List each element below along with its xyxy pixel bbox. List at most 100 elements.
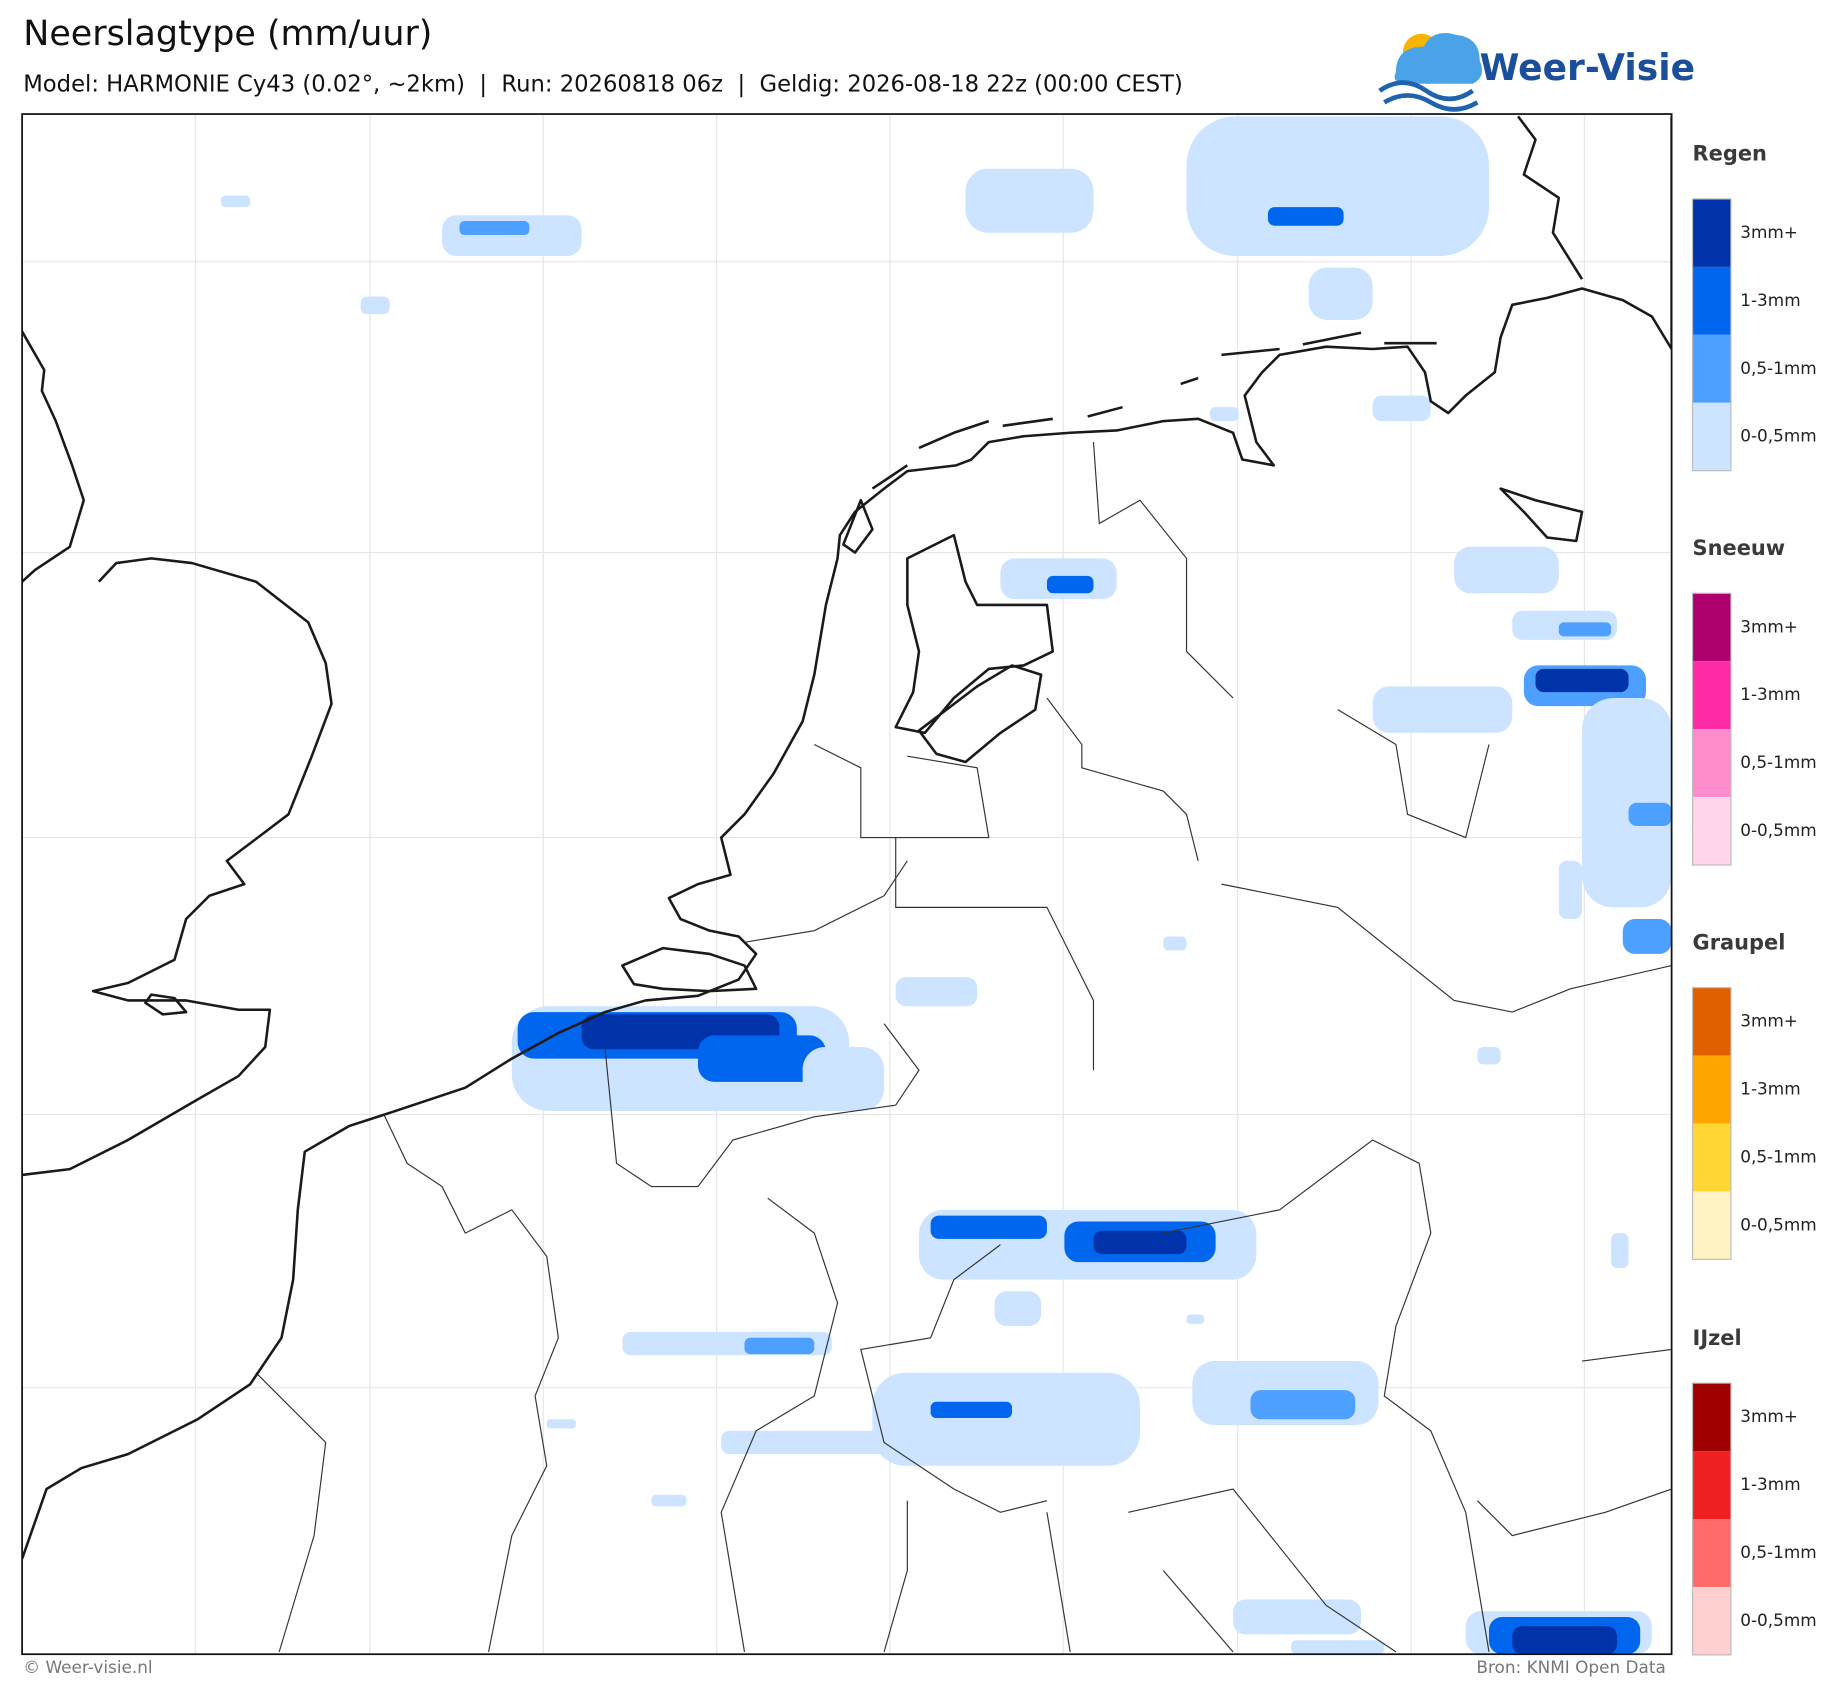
legend-swatch xyxy=(1692,1191,1731,1260)
coastline-continent xyxy=(22,287,1672,1560)
region-border xyxy=(720,1197,839,1652)
footer-right: Bron: KNMI Open Data xyxy=(1476,1657,1665,1677)
legend-swatch xyxy=(1692,987,1731,1056)
region-border xyxy=(1128,1488,1397,1653)
graticule xyxy=(22,114,1672,1655)
coastline-zeeland xyxy=(621,946,758,993)
rain-patch xyxy=(1535,668,1629,693)
legend-swatch xyxy=(1692,593,1731,662)
legend-swatch xyxy=(1692,1383,1731,1452)
region-border xyxy=(604,1023,920,1188)
rain-patch xyxy=(1611,1233,1629,1268)
legend-swatch xyxy=(1692,729,1731,798)
map xyxy=(22,114,1672,1655)
legend-label: 0-0,5mm xyxy=(1740,820,1816,840)
legend-outline xyxy=(1691,198,1732,472)
legend-outline xyxy=(1691,1382,1732,1656)
coastlines xyxy=(22,115,1672,1560)
title: Neerslagtype (mm/uur) xyxy=(23,14,432,54)
legend-swatch xyxy=(1692,1123,1731,1192)
rain-patch xyxy=(1209,407,1239,422)
region-border xyxy=(744,860,908,943)
rain-patch xyxy=(1233,1599,1362,1635)
coastline-island xyxy=(144,993,188,1016)
rain-patch xyxy=(1512,1626,1617,1655)
rain-patch xyxy=(1093,1230,1187,1255)
rain-patch xyxy=(1046,575,1094,594)
logo: Weer-Visie xyxy=(1378,33,1695,112)
coastline-wadden-islands xyxy=(842,331,1437,554)
region-border xyxy=(1476,1348,1672,1537)
rain-patch xyxy=(651,1494,687,1507)
legend-label: 0,5-1mm xyxy=(1740,1146,1816,1166)
legend-label: 0,5-1mm xyxy=(1740,752,1816,772)
rain-patch xyxy=(697,1035,826,1082)
logo-text: Weer-Visie xyxy=(1480,47,1695,89)
map-frame xyxy=(21,113,1673,1656)
coastline-denmark xyxy=(1499,115,1672,543)
rain-patch xyxy=(802,1046,885,1111)
region-border xyxy=(814,744,990,839)
legend-label: 0,5-1mm xyxy=(1740,1542,1816,1562)
rain-patch xyxy=(1267,207,1344,226)
legend-swatch xyxy=(1692,1055,1731,1124)
legend-title: Regen xyxy=(1693,142,1767,166)
legend-label: 1-3mm xyxy=(1740,1079,1800,1099)
rain-patch xyxy=(1477,1046,1501,1065)
legend-title: Sneeuw xyxy=(1693,536,1786,560)
rain-patch xyxy=(1186,1314,1204,1324)
legend: Regen 3mm+ 1-3mm 0,5-1mm 0-0,5mm Sneeuw 3mm+ 1-… xyxy=(1691,142,1817,1656)
region-border xyxy=(255,1372,327,1653)
region-border xyxy=(383,1114,559,1652)
precipitation xyxy=(221,116,1672,1655)
legend-title: IJzel xyxy=(1693,1326,1742,1350)
rain-patch xyxy=(1558,860,1583,920)
legend-label: 3mm+ xyxy=(1740,1406,1798,1426)
footer-left: © Weer-visie.nl xyxy=(23,1657,152,1677)
rain-patch xyxy=(221,195,251,208)
legend-label: 0-0,5mm xyxy=(1740,1610,1816,1630)
coastline-flevoland xyxy=(917,664,1043,764)
region-border xyxy=(883,1500,1234,1653)
rain-patch xyxy=(895,977,978,1007)
legend-label: 1-3mm xyxy=(1740,1474,1800,1494)
rain-patch xyxy=(1454,546,1559,594)
region-border xyxy=(895,837,1095,1071)
rain-patch xyxy=(930,1401,1013,1419)
rain-patch xyxy=(459,221,530,236)
legend-label: 0,5-1mm xyxy=(1740,358,1816,378)
region-border xyxy=(1337,709,1490,839)
legend-swatch xyxy=(1692,1519,1731,1587)
region-border xyxy=(1092,442,1234,699)
rain-patch xyxy=(1186,116,1489,256)
coastline-england-north xyxy=(22,330,86,583)
legend-outline xyxy=(1691,987,1732,1260)
logo-waves xyxy=(1378,80,1479,112)
legend-label: 0-0,5mm xyxy=(1740,426,1816,446)
legend-swatch xyxy=(1692,797,1731,866)
map-background xyxy=(22,114,1672,1655)
rain-patch xyxy=(965,168,1094,233)
legend-swatch xyxy=(1692,661,1731,730)
rain-patch xyxy=(1308,267,1373,320)
rain-patch xyxy=(1628,802,1672,826)
rain-patch xyxy=(1558,622,1612,637)
region-border xyxy=(1046,697,1199,861)
coastline-england xyxy=(22,557,333,1177)
rain-patch xyxy=(546,1419,576,1429)
subtitle: Model: HARMONIE Cy43 (0.02°, ~2km) | Run… xyxy=(23,71,1183,97)
legend-label: 1-3mm xyxy=(1740,684,1800,704)
legend-label: 1-3mm xyxy=(1740,290,1800,310)
rain-patch xyxy=(1582,698,1672,908)
legend-swatch xyxy=(1692,334,1731,403)
legend-swatch xyxy=(1692,1451,1731,1520)
rain-patch xyxy=(721,1430,989,1455)
rain-patch xyxy=(1163,936,1187,951)
legend-label: 3mm+ xyxy=(1740,1011,1798,1031)
rain-patch xyxy=(930,1215,1047,1239)
legend-swatch xyxy=(1692,1586,1731,1655)
region-border xyxy=(1221,883,1672,1013)
borders xyxy=(255,442,1672,1653)
